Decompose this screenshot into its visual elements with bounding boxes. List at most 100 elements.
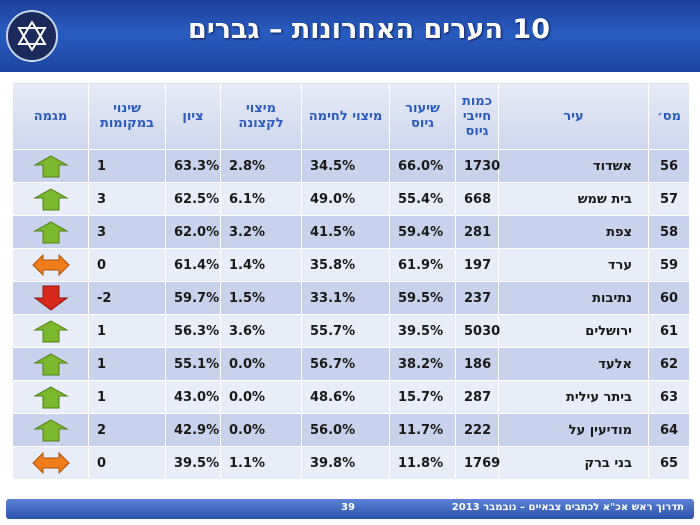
table-row: 59 ערד 197 61.9% 35.8% 1.4% 61.4% 0 — [12, 248, 690, 282]
officer-rate: 0.0% — [220, 380, 302, 414]
trend-cell — [12, 347, 89, 381]
col-header-officer: מיצוי לקצונה — [220, 82, 302, 150]
row-number: 61 — [648, 314, 690, 348]
combat-rate: 33.1% — [301, 281, 390, 315]
table-row: 60 נתיבות 237 59.5% 33.1% 1.5% 59.7% -2 — [12, 281, 690, 315]
city-name: אשדוד — [498, 149, 649, 183]
row-number: 60 — [648, 281, 690, 315]
page-title: 10 הערים האחרונות – גברים — [188, 14, 550, 45]
officer-rate: 3.6% — [220, 314, 302, 348]
draft-count: 186 — [455, 347, 499, 381]
score: 39.5% — [165, 446, 221, 480]
enlistment-rate: 11.7% — [389, 413, 456, 447]
title-banner: 10 הערים האחרונות – גברים — [0, 0, 700, 72]
table-header-row: מס׳ עיר כמות חייבי גיוס שיעור גיוס מיצוי… — [12, 82, 690, 150]
trend-cell — [12, 215, 89, 249]
combat-rate: 56.0% — [301, 413, 390, 447]
table-row: 58 צפת 281 59.4% 41.5% 3.2% 62.0% 3 — [12, 215, 690, 249]
table-row: 64 מודיעין על 222 11.7% 56.0% 0.0% 42.9% 2 — [12, 413, 690, 447]
officer-rate: 0.0% — [220, 413, 302, 447]
enlistment-rate: 38.2% — [389, 347, 456, 381]
row-number: 58 — [648, 215, 690, 249]
enlistment-rate: 15.7% — [389, 380, 456, 414]
row-number: 63 — [648, 380, 690, 414]
col-header-city: עיר — [498, 82, 649, 150]
row-number: 56 — [648, 149, 690, 183]
enlistment-rate: 59.4% — [389, 215, 456, 249]
trend-up-arrow-icon — [32, 221, 69, 244]
trend-cell — [12, 248, 89, 282]
table-row: 65 בני ברק 1769 11.8% 39.8% 1.1% 39.5% 0 — [12, 446, 690, 480]
draft-count: 1730 — [455, 149, 500, 183]
enlistment-rate: 55.4% — [389, 182, 456, 216]
row-number: 59 — [648, 248, 690, 282]
trend-cell — [12, 281, 89, 315]
trend-up-arrow-icon — [32, 320, 69, 343]
score: 62.0% — [165, 215, 221, 249]
col-header-rate: שיעור גיוס — [389, 82, 456, 150]
enlistment-rate: 66.0% — [389, 149, 456, 183]
rank-change: 0 — [88, 446, 166, 480]
trend-cell — [12, 413, 89, 447]
city-name: בית שמש — [498, 182, 649, 216]
trend-unchanged-arrow-icon — [31, 452, 70, 474]
officer-rate: 6.1% — [220, 182, 302, 216]
row-number: 62 — [648, 347, 690, 381]
rank-change: 1 — [88, 380, 166, 414]
trend-unchanged-arrow-icon — [31, 254, 70, 276]
col-header-combat: מיצוי לחימה — [301, 82, 390, 150]
score: 56.3% — [165, 314, 221, 348]
draft-count: 222 — [455, 413, 499, 447]
page-number: 39 — [341, 502, 355, 513]
city-name: מודיעין על — [498, 413, 649, 447]
combat-rate: 39.8% — [301, 446, 390, 480]
score: 42.9% — [165, 413, 221, 447]
combat-rate: 55.7% — [301, 314, 390, 348]
officer-rate: 1.1% — [220, 446, 302, 480]
enlistment-rate: 59.5% — [389, 281, 456, 315]
col-header-count: כמות חייבי גיוס — [455, 82, 499, 150]
trend-up-arrow-icon — [32, 386, 69, 409]
city-name: ביתר עילית — [498, 380, 649, 414]
officer-rate: 0.0% — [220, 347, 302, 381]
rank-change: 0 — [88, 248, 166, 282]
table-row: 62 אלעד 186 38.2% 56.7% 0.0% 55.1% 1 — [12, 347, 690, 381]
rank-change: 2 — [88, 413, 166, 447]
trend-cell — [12, 380, 89, 414]
footer-bar: 39 תדרוך ראש אכ"א לכתבים צבאיים – נובמבר… — [6, 499, 694, 519]
col-header-score: ציון — [165, 82, 221, 150]
enlistment-rate: 39.5% — [389, 314, 456, 348]
combat-rate: 41.5% — [301, 215, 390, 249]
score: 61.4% — [165, 248, 221, 282]
col-header-change: שינוי במקומות — [88, 82, 166, 150]
enlistment-rate: 11.8% — [389, 446, 456, 480]
table-body: 56 אשדוד 1730 66.0% 34.5% 2.8% 63.3% 1 57 בית שמש… — [12, 149, 690, 480]
city-name: נתיבות — [498, 281, 649, 315]
combat-rate: 49.0% — [301, 182, 390, 216]
idf-logo — [6, 10, 58, 62]
draft-count: 5030 — [455, 314, 500, 348]
score: 43.0% — [165, 380, 221, 414]
trend-up-arrow-icon — [32, 419, 69, 442]
rank-change: 1 — [88, 347, 166, 381]
table-row: 63 ביתר עילית 287 15.7% 48.6% 0.0% 43.0% 1 — [12, 380, 690, 414]
footer-caption: תדרוך ראש אכ"א לכתבים צבאיים – נובמבר 20… — [451, 502, 684, 513]
city-name: צפת — [498, 215, 649, 249]
rank-change: 3 — [88, 182, 166, 216]
cities-table-container: מס׳ עיר כמות חייבי גיוס שיעור גיוס מיצוי… — [12, 82, 690, 480]
city-name: בני ברק — [498, 446, 649, 480]
combat-rate: 48.6% — [301, 380, 390, 414]
officer-rate: 2.8% — [220, 149, 302, 183]
officer-rate: 3.2% — [220, 215, 302, 249]
row-number: 64 — [648, 413, 690, 447]
trend-down-arrow-icon — [33, 285, 68, 311]
table-row: 56 אשדוד 1730 66.0% 34.5% 2.8% 63.3% 1 — [12, 149, 690, 183]
score: 63.3% — [165, 149, 221, 183]
draft-count: 668 — [455, 182, 499, 216]
star-of-david-icon — [17, 21, 47, 51]
trend-cell — [12, 446, 89, 480]
draft-count: 281 — [455, 215, 499, 249]
trend-up-arrow-icon — [32, 353, 69, 376]
row-number: 57 — [648, 182, 690, 216]
trend-up-arrow-icon — [32, 188, 69, 211]
